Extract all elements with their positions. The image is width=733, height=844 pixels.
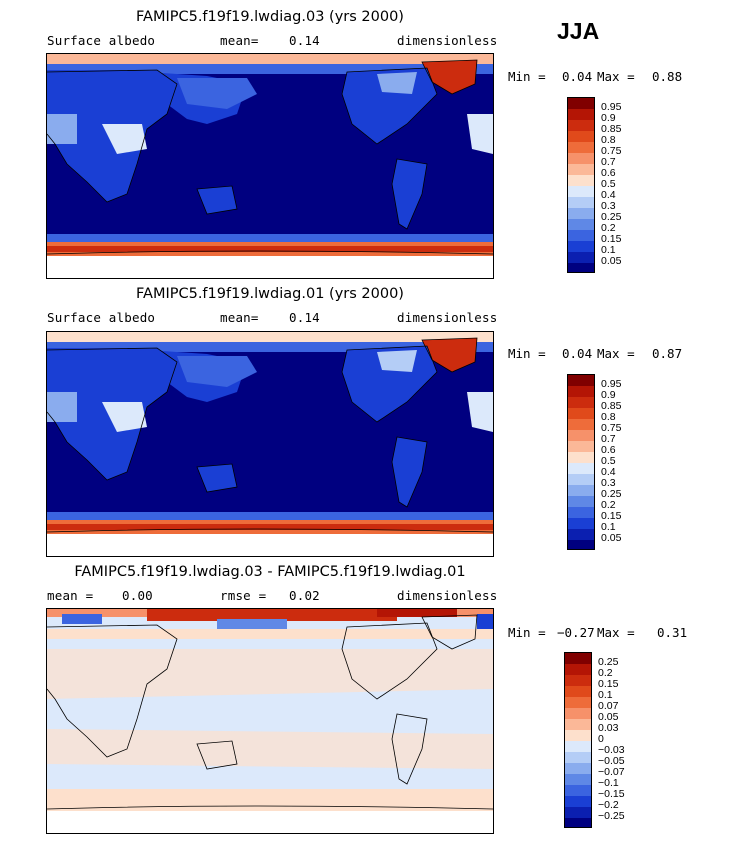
panel-2-colorbar-label: 0.85 xyxy=(601,400,622,412)
panel-2-colorbar-label: 0.05 xyxy=(601,532,622,544)
panel-1-colorbar-label: 0.6 xyxy=(601,167,616,179)
panel-3-colorbar-label: 0.03 xyxy=(598,722,619,734)
panel-3-mean-value: 0.00 xyxy=(122,588,153,603)
panel-2-colorbar-label: 0.1 xyxy=(601,521,616,533)
panel-1-mean-label: mean= xyxy=(220,33,259,48)
panel-2-map xyxy=(46,331,494,557)
panel-1-mean-value: 0.14 xyxy=(289,33,320,48)
panel-3-colorbar-label: −0.2 xyxy=(598,799,619,811)
panel-2-units: dimensionless xyxy=(397,310,498,325)
panel-3-max-value: 0.31 xyxy=(657,625,688,640)
panel-3-map xyxy=(46,608,494,834)
panel-2-colorbar-label: 0.15 xyxy=(601,510,622,522)
panel-3-min-label: Min = xyxy=(508,625,546,640)
panel-1-map xyxy=(46,53,494,279)
panel-1-colorbar-label: 0.1 xyxy=(601,244,616,256)
panel-3-mean-label: mean = xyxy=(47,588,94,603)
panel-3-colorbar-label: 0.05 xyxy=(598,711,619,723)
season-label: JJA xyxy=(557,18,600,44)
panel-3-colorbar-label: −0.07 xyxy=(598,766,625,778)
panel-2-colorbar-label: 0.25 xyxy=(601,488,622,500)
panel-1-variable-label: Surface albedo xyxy=(47,33,156,48)
panel-3-rmse-label: rmse = xyxy=(220,588,267,603)
panel-1-colorbar-label: 0.95 xyxy=(601,101,622,113)
panel-3-colorbar-label: 0 xyxy=(598,733,604,745)
panel-2-colorbar-label: 0.5 xyxy=(601,455,616,467)
panel-2-colorbar-label: 0.8 xyxy=(601,411,616,423)
panel-3-title: FAMIPC5.f19f19.lwdiag.03 - FAMIPC5.f19f1… xyxy=(74,564,466,580)
panel-1-colorbar-label: 0.15 xyxy=(601,233,622,245)
panel-1-colorbar-label: 0.4 xyxy=(601,189,616,201)
panel-3-colorbar-label: −0.1 xyxy=(598,777,619,789)
panel-3-colorbar-label: 0.07 xyxy=(598,700,619,712)
panel-2-max-label: Max = xyxy=(597,346,635,361)
panel-2-colorbar-label: 0.9 xyxy=(601,389,616,401)
panel-1-units: dimensionless xyxy=(397,33,498,48)
panel-3-colorbar-label: −0.25 xyxy=(598,810,625,822)
panel-2-max-value: 0.87 xyxy=(652,346,683,361)
panel-2-variable-label: Surface albedo xyxy=(47,310,156,325)
panel-1-colorbar-label: 0.05 xyxy=(601,255,622,267)
panel-2-colorbar-label: 0.3 xyxy=(601,477,616,489)
panel-1-max-label: Max = xyxy=(597,69,635,84)
panel-1-min-label: Min = xyxy=(508,69,546,84)
panel-3-min-value: −0.27 xyxy=(557,625,595,640)
panel-3-units: dimensionless xyxy=(397,588,498,603)
panel-1-colorbar-label: 0.85 xyxy=(601,123,622,135)
panel-3-colorbar-label: −0.03 xyxy=(598,744,625,756)
panel-3-colorbar-label: 0.25 xyxy=(598,656,619,668)
panel-1-colorbar-label: 0.3 xyxy=(601,200,616,212)
panel-2-min-label: Min = xyxy=(508,346,546,361)
panel-3-rmse-value: 0.02 xyxy=(289,588,320,603)
panel-1-title: FAMIPC5.f19f19.lwdiag.03 (yrs 2000) xyxy=(136,9,404,25)
panel-2-mean-value: 0.14 xyxy=(289,310,320,325)
panel-2-colorbar-label: 0.6 xyxy=(601,444,616,456)
panel-1-colorbar-label: 0.25 xyxy=(601,211,622,223)
panel-1-colorbar-label: 0.5 xyxy=(601,178,616,190)
panel-1-colorbar-label: 0.7 xyxy=(601,156,616,168)
panel-2-min-value: 0.04 xyxy=(562,346,593,361)
panel-1-min-value: 0.04 xyxy=(562,69,593,84)
panel-1-colorbar-label: 0.8 xyxy=(601,134,616,146)
panel-1-colorbar-label: 0.2 xyxy=(601,222,616,234)
panel-3-colorbar-label: −0.15 xyxy=(598,788,625,800)
panel-3-colorbar-label: 0.2 xyxy=(598,667,613,679)
panel-3-colorbar-label: 0.15 xyxy=(598,678,619,690)
panel-2-title: FAMIPC5.f19f19.lwdiag.01 (yrs 2000) xyxy=(136,286,404,302)
panel-3-colorbar-label: −0.05 xyxy=(598,755,625,767)
panel-1-max-value: 0.88 xyxy=(652,69,683,84)
panel-3-max-label: Max = xyxy=(597,625,635,640)
panel-2-colorbar-label: 0.95 xyxy=(601,378,622,390)
panel-2-colorbar-label: 0.75 xyxy=(601,422,622,434)
panel-2-mean-label: mean= xyxy=(220,310,259,325)
panel-2-colorbar-label: 0.4 xyxy=(601,466,616,478)
panel-3-colorbar-label: 0.1 xyxy=(598,689,613,701)
panel-2-colorbar-label: 0.2 xyxy=(601,499,616,511)
panel-1-colorbar-label: 0.75 xyxy=(601,145,622,157)
panel-2-colorbar-label: 0.7 xyxy=(601,433,616,445)
panel-1-colorbar-label: 0.9 xyxy=(601,112,616,124)
